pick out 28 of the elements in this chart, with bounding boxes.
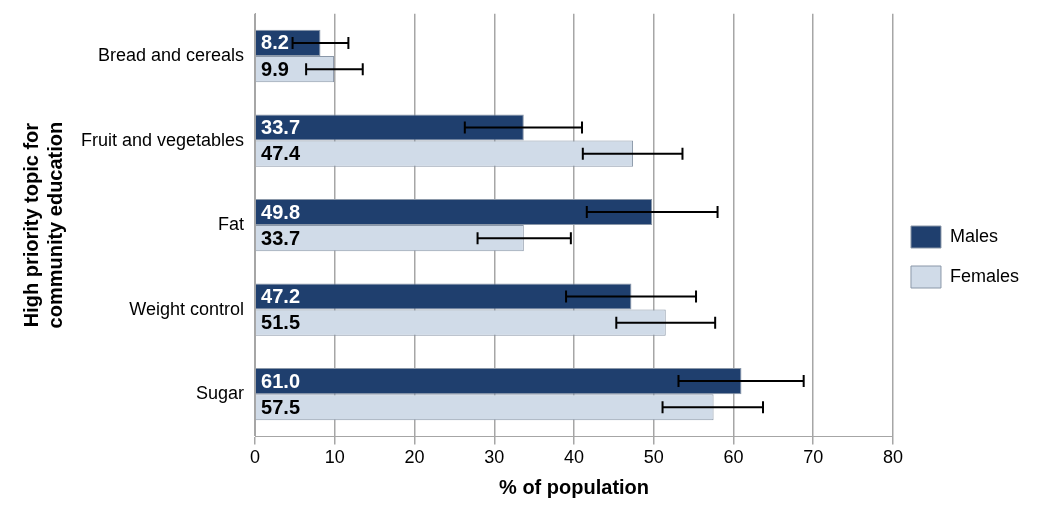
legend-label: Males (949, 225, 998, 246)
y-tick-label: Fat (218, 214, 245, 235)
x-tick-label: 0 (250, 447, 261, 468)
data-label: 9.9 (261, 57, 289, 80)
data-label: 33.7 (261, 226, 301, 249)
x-tick-label: 60 (723, 447, 744, 468)
data-label: 47.2 (261, 285, 301, 308)
x-tick-label: 20 (404, 447, 425, 468)
x-tick-label: 30 (484, 447, 505, 468)
data-label: 61.0 (261, 369, 301, 392)
x-tick-label: 70 (803, 447, 824, 468)
y-tick-label: Sugar (196, 383, 245, 404)
data-label: 33.7 (261, 116, 301, 138)
y-tick-label: Bread and cereals (98, 45, 245, 66)
x-tick-label: 10 (324, 447, 345, 468)
data-label: 47.4 (261, 142, 301, 165)
y-tick-label: Fruit and vegetables (80, 129, 245, 150)
x-axis-title: % of population (499, 475, 650, 498)
y-axis-title: High priority topic for community education (19, 121, 66, 329)
x-tick-label: 40 (564, 447, 585, 468)
data-label: 8.2 (261, 31, 289, 54)
data-label: 49.8 (261, 200, 301, 223)
x-tick-label: 80 (882, 447, 903, 468)
data-label: 51.5 (261, 311, 301, 334)
x-tick-label: 50 (643, 447, 664, 468)
legend-label: Females (949, 265, 1020, 286)
y-tick-label: Weight control (129, 298, 245, 319)
data-label: 57.5 (261, 395, 301, 418)
